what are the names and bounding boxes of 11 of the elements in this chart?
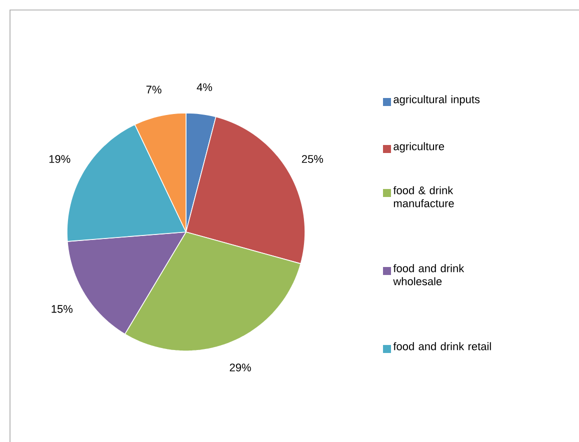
data-label: 19%: [49, 155, 70, 163]
legend-label: agricultural inputs: [394, 95, 480, 106]
data-label: 7%: [146, 86, 162, 94]
legend-label: agriculture: [394, 142, 444, 152]
legend-label: food and drink wholesale: [393, 264, 464, 286]
legend-label: food & drink manufacture: [393, 186, 454, 208]
data-label: 15%: [52, 305, 73, 313]
data-label: 25%: [302, 155, 324, 163]
legend-label: food and drink retail: [393, 342, 491, 350]
data-label: 4%: [196, 83, 212, 92]
data-label: 29%: [230, 364, 251, 372]
